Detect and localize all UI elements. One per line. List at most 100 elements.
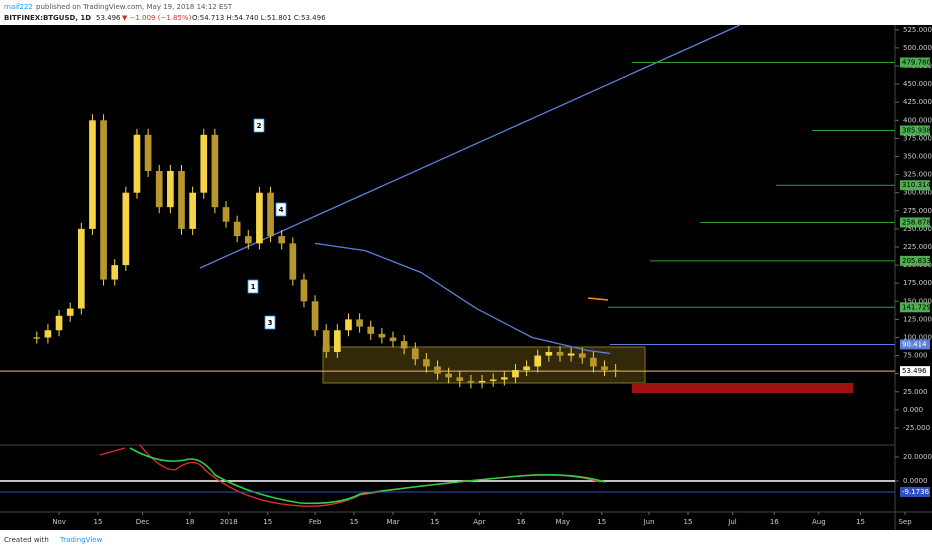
x-tick-label: 15	[430, 518, 439, 526]
last-price: 53.496	[96, 14, 121, 22]
y-tick-label: 75.000	[903, 352, 928, 360]
candle	[133, 134, 141, 193]
level-label: 310.314	[902, 181, 931, 189]
level-label: 205.833	[902, 257, 931, 265]
candle	[100, 120, 107, 280]
candle	[400, 341, 408, 349]
annotation-box	[247, 279, 259, 294]
annotation: 2	[257, 122, 262, 130]
level-label: 141.729	[902, 303, 931, 311]
candle	[612, 370, 619, 372]
y-tick-label: 300.000	[903, 189, 932, 197]
candle	[467, 380, 475, 383]
target-zone	[632, 383, 853, 393]
x-tick-label: Mar	[386, 518, 399, 526]
annotation: 3	[268, 319, 273, 327]
candle	[500, 377, 508, 380]
candle	[478, 380, 486, 383]
marker-line	[587, 297, 609, 301]
candle	[389, 337, 397, 342]
y-tick-label: -25.000	[903, 424, 930, 432]
y-tick-label: 425.000	[903, 98, 932, 106]
candle	[55, 315, 63, 331]
y-tick-label: 250.000	[903, 225, 932, 233]
x-tick-label: Jul	[727, 518, 737, 526]
level-tag	[900, 302, 930, 313]
level-tag	[900, 217, 930, 228]
level-label: 385.938	[902, 126, 931, 134]
level-tag	[900, 180, 930, 191]
footer-bg	[0, 530, 932, 550]
header-bg	[0, 0, 932, 25]
candle	[534, 355, 542, 367]
candle	[111, 265, 119, 280]
change: ▼ −1.009 (−1.85%)	[122, 14, 192, 22]
candle	[434, 366, 441, 374]
y-tick-label: 225.000	[903, 243, 932, 251]
publisher[interactable]: maif222	[4, 3, 33, 11]
candle	[356, 319, 363, 327]
candle	[311, 301, 319, 331]
x-tick-label: Jun	[643, 518, 655, 526]
macd-last-tag	[900, 487, 930, 498]
candle	[222, 207, 230, 222]
price-tag-label: 90.414	[902, 340, 927, 348]
candle	[489, 379, 497, 381]
y-tick-label: 0.000	[903, 406, 923, 414]
y-tick-label: 400.000	[903, 116, 932, 124]
x-tick-label: 18	[185, 518, 194, 526]
x-tick-label: 15	[350, 518, 359, 526]
candle	[278, 236, 286, 244]
price-tag	[900, 339, 930, 350]
candle	[189, 192, 196, 229]
candle	[334, 330, 341, 352]
x-tick-label: Dec	[136, 518, 150, 526]
candle	[345, 319, 352, 331]
footer-brand[interactable]: TradingView	[59, 536, 103, 544]
macd-tick-label: 0.0000	[903, 477, 928, 485]
y-tick-label: 525.000	[903, 26, 932, 34]
ohlc: O:54.713 H:54.740 L:51.801 C:53.496	[192, 14, 326, 22]
x-tick-label: 15	[263, 518, 272, 526]
x-tick-label: 15	[856, 518, 865, 526]
annotation-box	[275, 202, 287, 217]
x-tick-label: 16	[770, 518, 779, 526]
candle	[178, 170, 185, 229]
level-tag	[900, 57, 930, 68]
candle	[167, 170, 174, 208]
y-tick-label: 500.000	[903, 44, 932, 52]
y-tick-label: 450.000	[903, 80, 932, 88]
level-label: 258.878	[902, 218, 931, 226]
candle	[44, 330, 52, 338]
x-tick-label: Nov	[52, 518, 66, 526]
candle	[77, 228, 85, 309]
candle	[267, 192, 274, 237]
moving-average	[314, 242, 611, 355]
candle	[66, 308, 74, 316]
level-tag	[900, 255, 930, 266]
y-tick-label: 125.000	[903, 315, 932, 323]
level-tag	[900, 125, 930, 136]
candle	[567, 353, 575, 356]
candle	[244, 236, 252, 244]
candle	[322, 330, 330, 352]
candle	[200, 134, 208, 193]
candle	[456, 377, 464, 381]
price-tag	[900, 366, 930, 377]
x-tick-label: 15	[597, 518, 606, 526]
annotation: 4	[279, 206, 284, 214]
annotation-box	[264, 315, 276, 330]
y-tick-label: 275.000	[903, 207, 932, 215]
candle	[578, 353, 586, 358]
macd-last-label: -9.1736	[902, 488, 930, 496]
candle	[256, 192, 263, 244]
candle	[590, 357, 597, 367]
x-tick-label: 15	[94, 518, 103, 526]
x-tick-label: May	[556, 518, 570, 526]
macd-line	[129, 447, 606, 505]
price-tag-label: 53.496	[902, 367, 927, 375]
level-label: 479.780	[902, 59, 931, 67]
candle	[122, 192, 130, 266]
